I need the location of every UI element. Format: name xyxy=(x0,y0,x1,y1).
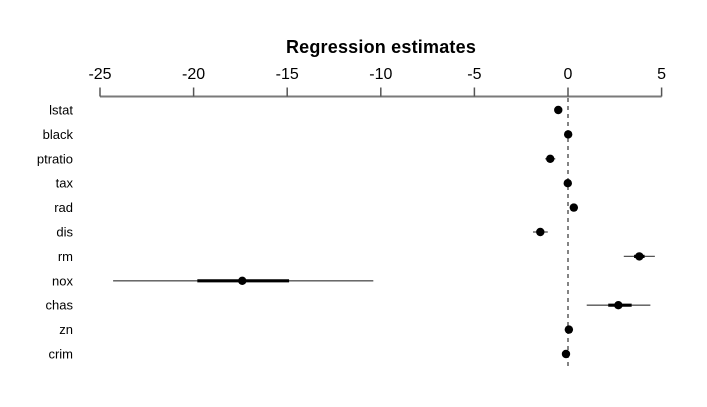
x-axis-tick-label--15: -15 xyxy=(276,66,299,83)
point-tax xyxy=(563,179,572,188)
x-axis-tick-label--10: -10 xyxy=(369,66,392,83)
row-label-ptratio: ptratio xyxy=(37,151,73,166)
point-rad xyxy=(569,203,579,212)
point-lstat xyxy=(554,105,563,115)
row-label-lstat: lstat xyxy=(49,103,73,118)
row-label-zn: zn xyxy=(59,322,73,337)
row-label-nox: nox xyxy=(52,273,73,288)
row-label-rm: rm xyxy=(58,249,73,264)
point-nox xyxy=(238,276,247,285)
point-rm xyxy=(635,252,644,261)
point-dis xyxy=(536,227,545,237)
x-axis-tick-label-5: 5 xyxy=(657,66,666,83)
x-axis-tick-label--5: -5 xyxy=(467,66,481,83)
point-crim xyxy=(561,349,571,359)
point-chas xyxy=(614,301,623,310)
x-axis-tick-label--20: -20 xyxy=(182,66,205,83)
point-zn xyxy=(564,325,574,334)
row-label-black: black xyxy=(43,127,74,142)
x-axis-tick-label-0: 0 xyxy=(564,66,573,83)
point-black xyxy=(563,130,573,139)
row-label-dis: dis xyxy=(56,225,73,240)
chart-title: Regression estimates xyxy=(285,37,477,57)
row-label-tax: tax xyxy=(56,176,74,191)
point-ptratio xyxy=(546,154,555,163)
row-label-crim: crim xyxy=(48,347,73,362)
x-axis-tick-label--25: -25 xyxy=(88,66,111,83)
row-label-rad: rad xyxy=(54,200,73,215)
row-label-chas: chas xyxy=(46,298,74,313)
